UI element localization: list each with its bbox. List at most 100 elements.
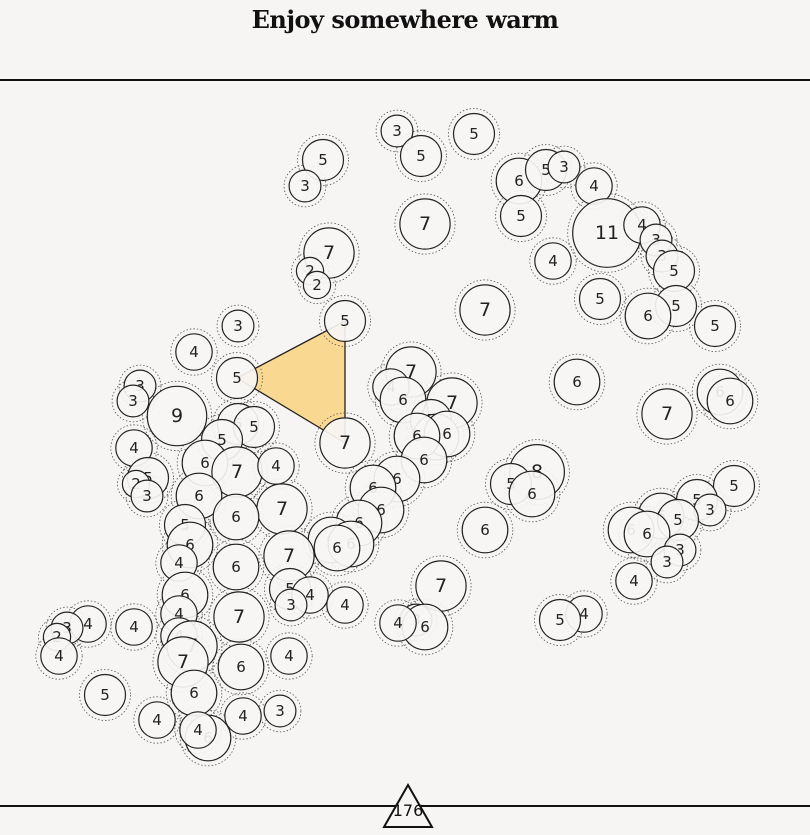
number-circle[interactable]: 5	[712, 464, 756, 508]
circle-number: 7	[446, 392, 458, 414]
number-circle[interactable]: 6	[212, 493, 260, 541]
number-circle[interactable]: 6	[170, 669, 218, 717]
number-circle[interactable]: 7	[415, 560, 467, 612]
number-circle[interactable]: 3	[288, 169, 322, 203]
circle-ring	[161, 615, 223, 677]
number-circle[interactable]: 7	[256, 483, 308, 535]
number-circle[interactable]: 4	[534, 242, 572, 280]
number-circle[interactable]: 4	[575, 167, 613, 205]
number-circle[interactable]: 5	[83, 673, 127, 717]
number-circle[interactable]: 7	[399, 198, 451, 250]
number-circle[interactable]: 3	[274, 588, 308, 622]
number-circle[interactable]: 3	[380, 114, 414, 148]
circle-outline	[380, 114, 414, 148]
number-circle[interactable]: 4	[615, 562, 653, 600]
circle-outline	[270, 637, 308, 675]
circle-number: 5	[318, 151, 328, 169]
circle-number: 6	[527, 485, 537, 503]
number-circle[interactable]: 3	[263, 694, 297, 728]
circle-number: 6	[392, 470, 402, 488]
circle-ring	[152, 631, 214, 693]
number-circle[interactable]: 7	[319, 417, 371, 469]
circle-number: 4	[193, 721, 203, 739]
number-circle[interactable]: 6	[461, 506, 509, 554]
number-circle[interactable]: 6	[212, 543, 260, 591]
number-circle[interactable]: 4	[326, 586, 364, 624]
number-circle[interactable]: 4	[224, 697, 262, 735]
number-circle[interactable]: 5	[578, 277, 622, 321]
number-circle[interactable]: 3	[650, 545, 684, 579]
circle-ring	[64, 600, 112, 648]
number-circle[interactable]: 7	[459, 284, 511, 336]
circle-number: 4	[340, 596, 350, 614]
number-circle[interactable]: 4	[179, 711, 217, 749]
number-circle[interactable]: 3	[116, 384, 150, 418]
circle-ring	[368, 450, 426, 508]
number-circle[interactable]: 3	[547, 150, 581, 184]
circle-ring	[228, 401, 280, 453]
circle-number: 6	[398, 391, 408, 409]
number-circle[interactable]: 4	[270, 637, 308, 675]
circle-number: 6	[376, 501, 386, 519]
number-circle[interactable]: 5	[323, 299, 367, 343]
number-circle[interactable]: 6	[217, 643, 265, 691]
circle-number: 6	[194, 487, 204, 505]
circle-ring	[688, 488, 732, 532]
circle-number: 6	[420, 618, 430, 636]
number-circle[interactable]: 5	[693, 304, 737, 348]
circles-layer[interactable]: 3555365347511433572247556553457466733667…	[40, 112, 756, 762]
number-circle[interactable]: 6	[624, 292, 672, 340]
number-circle[interactable]: 3	[130, 479, 164, 513]
number-circle[interactable]: 9	[146, 385, 208, 447]
circle-outline	[130, 479, 164, 513]
circle-number: 4	[589, 177, 599, 195]
number-circle[interactable]: 4	[257, 447, 295, 485]
circle-number: 4	[174, 554, 184, 572]
number-circle[interactable]: 6	[706, 377, 754, 425]
circle-outline	[313, 524, 361, 572]
number-circle[interactable]: 4	[379, 604, 417, 642]
number-circle[interactable]: 6	[313, 524, 361, 572]
number-circle[interactable]: 11	[572, 198, 642, 268]
number-circle[interactable]: 4	[40, 637, 78, 675]
number-circle[interactable]: 4	[175, 333, 213, 371]
number-circle[interactable]: 6	[508, 470, 556, 518]
number-circle[interactable]: 5	[652, 249, 696, 293]
circle-number: 4	[129, 618, 139, 636]
selection-layer	[235, 319, 346, 445]
circle-number: 5	[100, 686, 110, 704]
circle-number: 5	[249, 418, 259, 436]
number-circle[interactable]: 6	[623, 510, 671, 558]
circle-ring	[380, 341, 442, 403]
circle-number: 5	[729, 477, 739, 495]
number-circle[interactable]: 7	[263, 530, 315, 582]
circle-ring	[265, 632, 313, 680]
number-circle[interactable]: 5	[452, 112, 496, 156]
circle-number: 6	[189, 684, 199, 702]
circle-number: 3	[142, 487, 152, 505]
number-circle[interactable]: 5	[538, 598, 582, 642]
circle-number: 6	[725, 392, 735, 410]
number-circle[interactable]: 4	[115, 608, 153, 646]
circle-ring	[141, 380, 213, 452]
number-circle[interactable]: 6	[553, 358, 601, 406]
number-circle[interactable]: 5	[399, 134, 443, 178]
number-circle[interactable]: 5	[499, 194, 543, 238]
circle-number: 4	[129, 439, 139, 457]
number-circle[interactable]: 3	[221, 309, 255, 343]
circle-ring	[394, 193, 456, 255]
number-circle[interactable]: 5	[215, 356, 259, 400]
number-circle[interactable]: 5	[301, 138, 345, 182]
circle-number: 5	[469, 125, 479, 143]
circle-number: 6	[236, 658, 246, 676]
number-circle[interactable]: 7	[213, 591, 265, 643]
circle-outline	[534, 242, 572, 280]
number-circle[interactable]: 4	[138, 701, 176, 739]
number-circle[interactable]: 2	[302, 270, 332, 300]
circle-number: 7	[419, 213, 431, 235]
circle-outline	[641, 388, 693, 440]
circle-outline	[323, 299, 367, 343]
number-circle[interactable]: 7	[641, 388, 693, 440]
circle-number: 3	[392, 122, 402, 140]
